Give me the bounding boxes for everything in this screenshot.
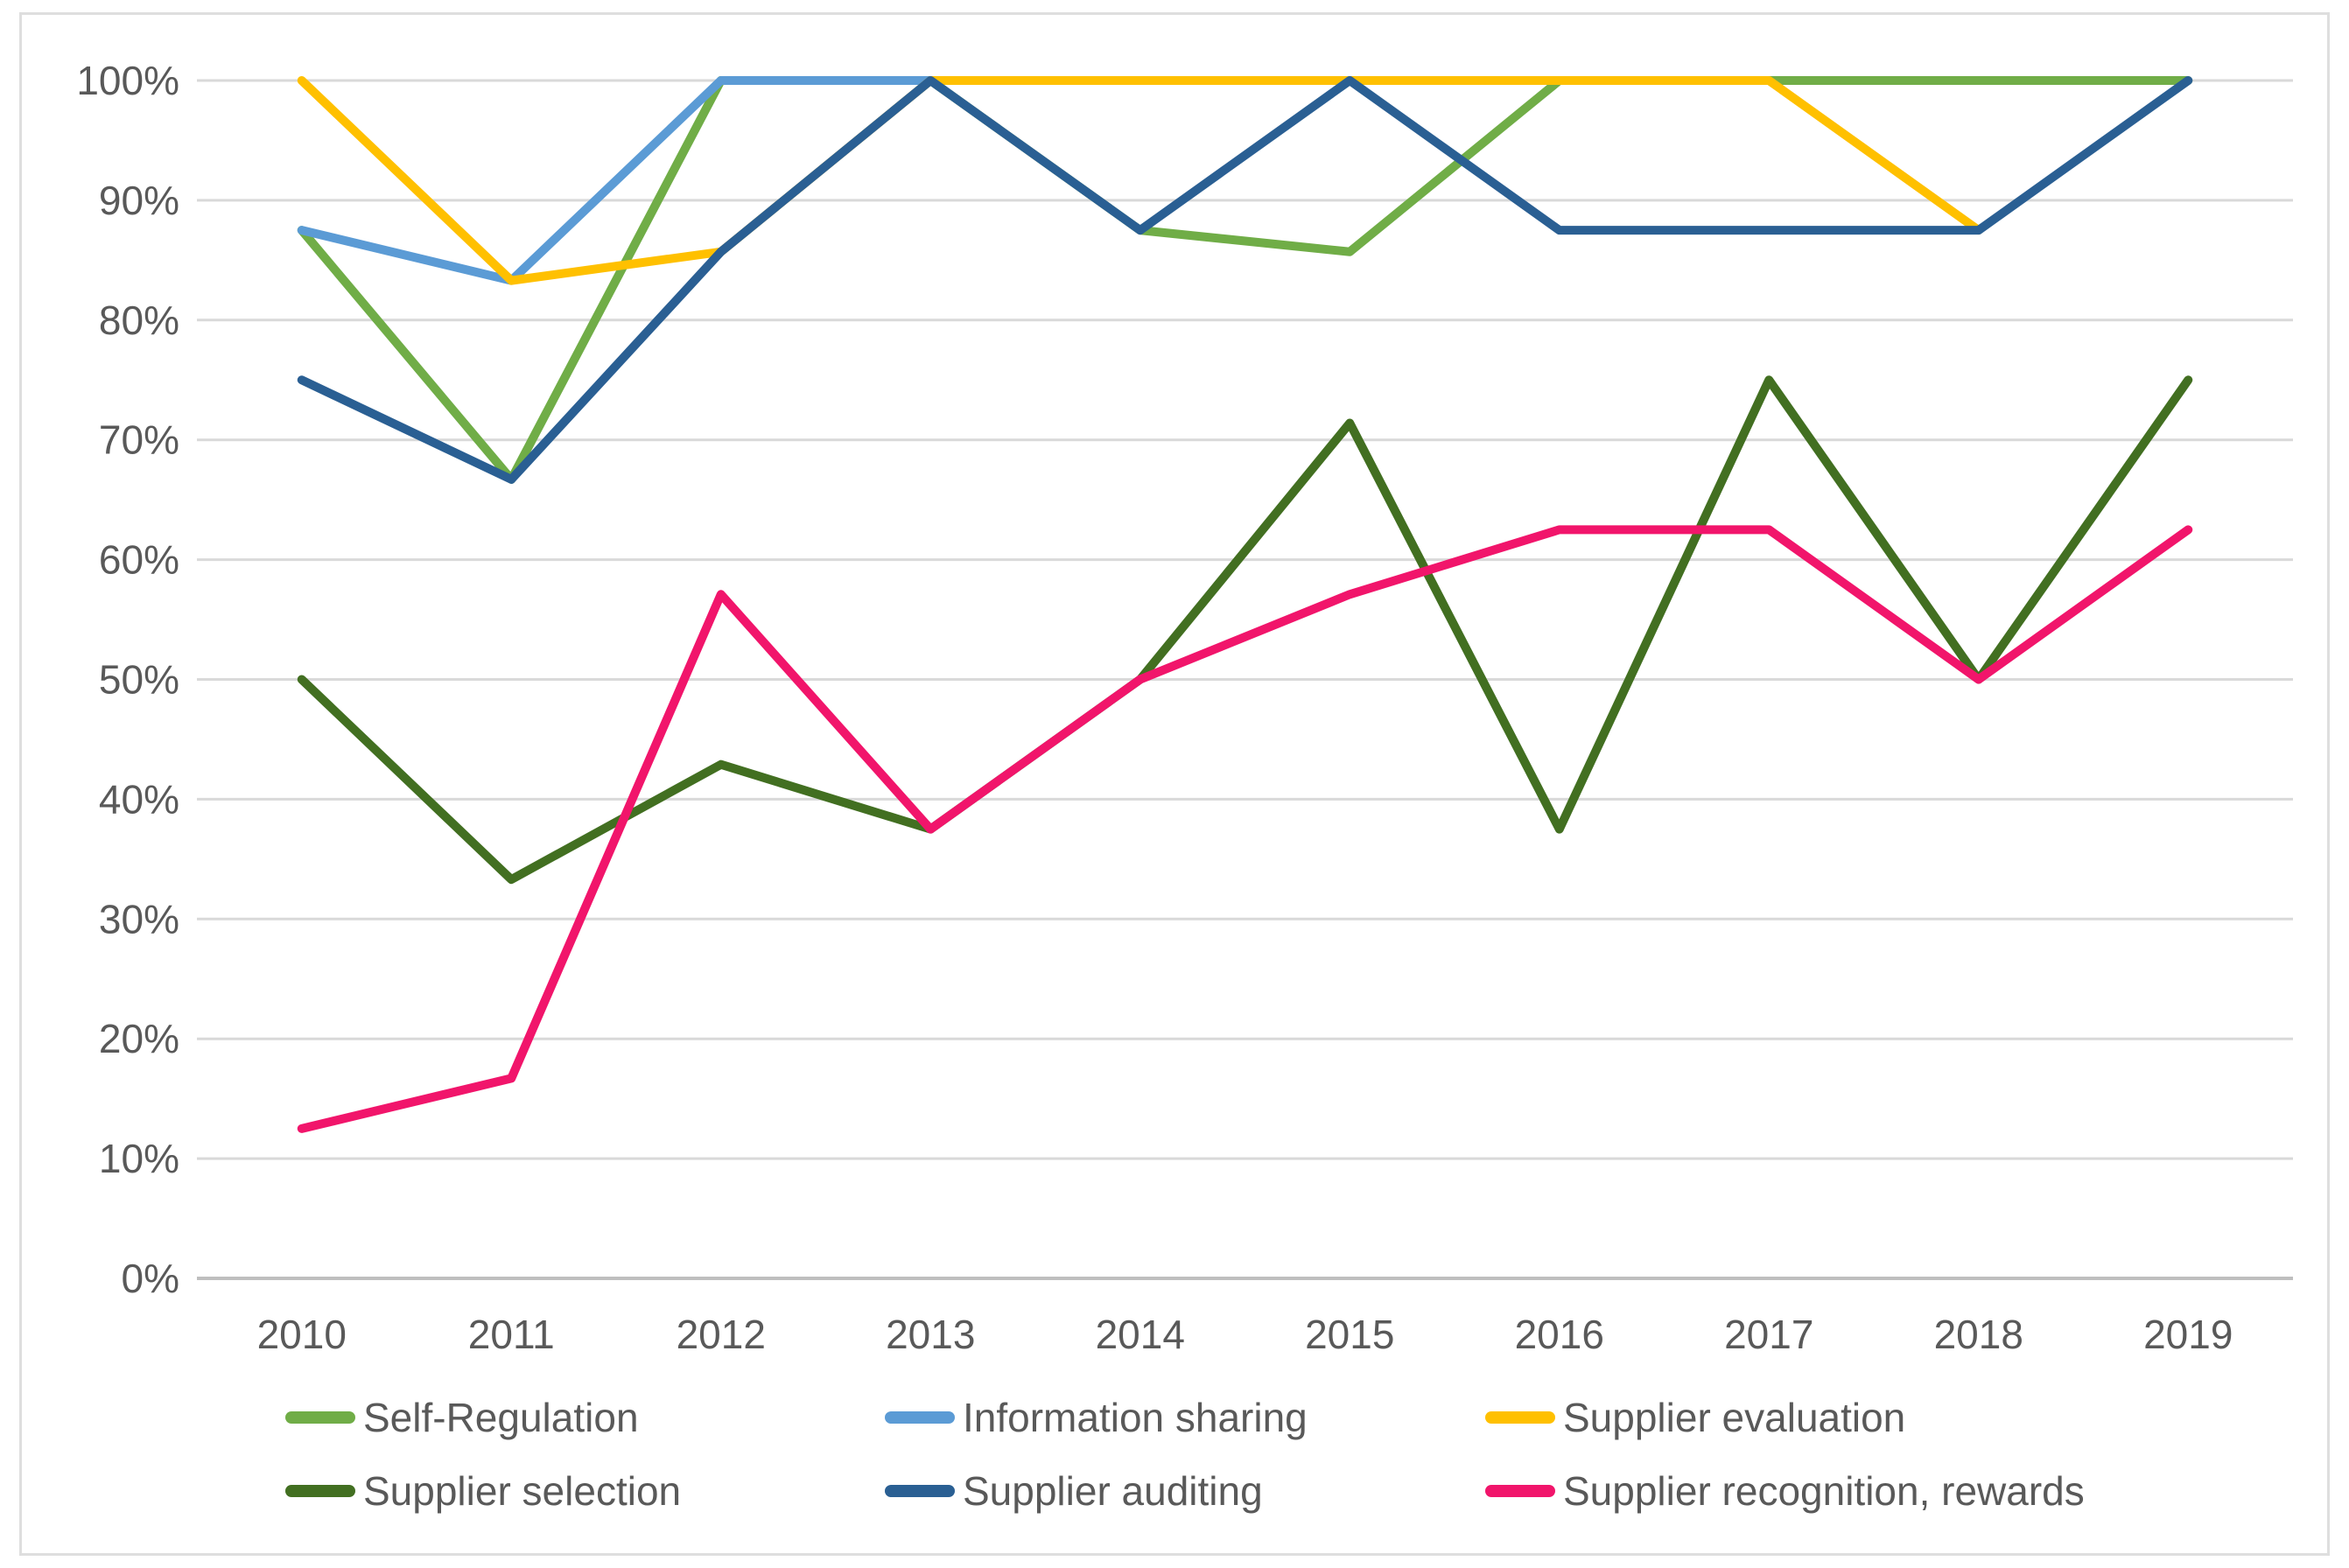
- y-axis-tick-label: 10%: [99, 1136, 179, 1181]
- x-axis-tick-label: 2015: [1305, 1312, 1394, 1357]
- x-axis-tick-label: 2010: [257, 1312, 347, 1357]
- x-axis-tick-label: 2014: [1096, 1312, 1185, 1357]
- series-line-0: [297, 76, 2193, 484]
- series-line-4: [297, 76, 2193, 484]
- x-axis-tick-label: 2013: [886, 1312, 975, 1357]
- x-axis-tick-label: 2011: [468, 1312, 555, 1357]
- chart-frame: 0% 10% 20% 30% 40% 50% 60% 70% 80% 90% 100% 2010 201…: [19, 12, 2330, 1556]
- x-axis-tick-label: 2016: [1515, 1312, 1604, 1357]
- y-axis-tick-label: 100%: [76, 58, 179, 103]
- x-axis-tick-label: 2017: [1724, 1312, 1813, 1357]
- y-axis-tick-label: 80%: [99, 298, 179, 343]
- y-axis-tick-label: 90%: [99, 178, 179, 223]
- y-axis-tick-label: 40%: [99, 776, 179, 822]
- x-axis-tick-label: 2018: [1934, 1312, 2023, 1357]
- y-axis-tick-label: 50%: [99, 657, 179, 703]
- y-axis-tick-label: 70%: [99, 417, 179, 463]
- series-line-3: [297, 375, 2193, 885]
- y-axis-tick-label: 20%: [99, 1016, 179, 1061]
- x-axis-tick-label: 2019: [2143, 1312, 2233, 1357]
- series-line-5: [297, 525, 2193, 1133]
- y-axis-tick-label: 60%: [99, 537, 179, 583]
- x-axis-tick-label: 2012: [677, 1312, 766, 1357]
- series-line-1: [297, 76, 936, 285]
- y-axis-tick-label: 30%: [99, 896, 179, 942]
- series-line-2: [297, 76, 1983, 285]
- y-axis-tick-label: 0%: [122, 1256, 179, 1301]
